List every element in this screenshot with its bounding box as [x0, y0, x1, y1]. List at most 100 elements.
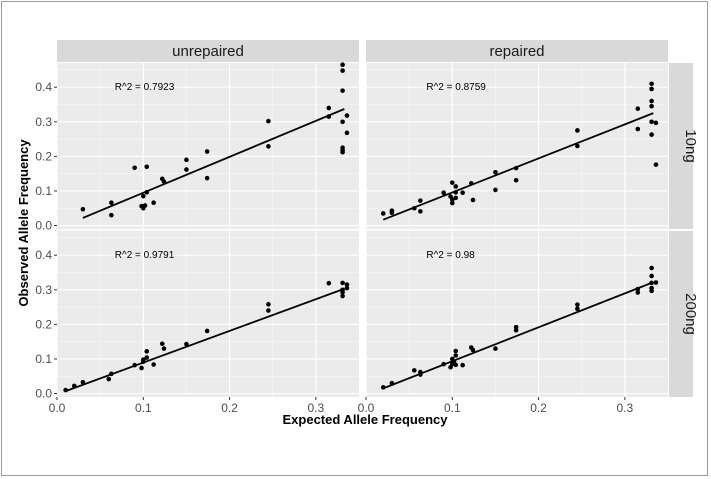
data-point — [649, 273, 654, 279]
x-tick-label: 0.2 — [530, 401, 547, 415]
data-point — [340, 149, 345, 155]
data-point — [140, 357, 146, 362]
data-point — [453, 362, 459, 368]
data-point — [326, 114, 332, 119]
data-point — [649, 288, 654, 294]
data-point — [340, 289, 345, 295]
y-tick-label: 0.0 — [35, 387, 52, 401]
x-tick-label: 0.1 — [135, 401, 152, 415]
data-point — [266, 144, 271, 149]
x-tick-label: 0.0 — [358, 401, 375, 415]
data-point — [635, 290, 641, 295]
data-point — [468, 181, 474, 186]
data-point — [653, 120, 659, 126]
x-tick-label: 0.3 — [617, 401, 634, 415]
data-point — [418, 198, 423, 203]
data-point — [412, 368, 417, 373]
regression-line — [382, 281, 654, 390]
facet-strip-unrepaired — [57, 40, 359, 62]
data-point — [340, 68, 345, 73]
data-point — [453, 184, 459, 189]
data-point — [204, 149, 210, 154]
y-axis-title: Observed Allele Frequency — [16, 139, 31, 307]
data-point — [344, 285, 350, 291]
data-point — [649, 265, 654, 271]
panel-background — [366, 231, 668, 397]
r2-annotation: R^2 = 0.9791 — [115, 250, 175, 261]
x-tick-label: 0.0 — [49, 401, 66, 415]
data-point — [513, 165, 519, 171]
facet-strip-label: 10ng — [682, 129, 699, 162]
data-point — [649, 103, 654, 109]
data-point — [453, 195, 459, 201]
data-point — [80, 206, 86, 212]
data-point — [106, 376, 112, 382]
data-point — [109, 371, 114, 377]
data-point — [344, 113, 350, 118]
data-point — [493, 346, 498, 351]
data-point — [649, 81, 654, 87]
data-point — [649, 132, 654, 137]
data-point — [340, 293, 345, 299]
regression-line — [82, 108, 345, 219]
data-point — [144, 164, 150, 170]
data-point — [418, 209, 423, 214]
facet-strip-repaired — [366, 40, 668, 62]
facet-strip-label: unrepaired — [172, 43, 244, 60]
data-point — [653, 162, 659, 167]
data-point — [144, 190, 150, 195]
facet-strip-200ng — [669, 231, 693, 397]
data-point — [635, 126, 641, 132]
data-point — [144, 355, 150, 360]
data-point — [159, 341, 165, 347]
y-tick-label: 0.1 — [35, 352, 52, 366]
data-point — [142, 203, 148, 208]
data-point — [470, 347, 476, 353]
data-point — [418, 369, 423, 375]
data-point — [635, 286, 641, 292]
data-point — [575, 306, 580, 312]
data-point — [161, 346, 167, 351]
y-tick-label: 0.3 — [35, 115, 52, 129]
data-point — [144, 349, 150, 354]
r2-annotation: R^2 = 0.98 — [426, 250, 475, 261]
data-point — [63, 387, 68, 393]
data-point — [151, 362, 156, 367]
x-tick-label: 0.3 — [308, 401, 325, 415]
data-point — [389, 380, 395, 386]
data-point — [449, 197, 455, 202]
data-point — [184, 341, 189, 347]
data-point — [132, 165, 137, 171]
data-point — [380, 385, 386, 390]
x-axis-title: Expected Allele Frequency — [283, 412, 449, 427]
y-tick-label: 0.2 — [35, 317, 52, 331]
data-point — [649, 98, 654, 104]
facet-strip-label: repaired — [489, 43, 544, 60]
regression-line — [382, 112, 654, 221]
data-point — [470, 197, 476, 203]
data-point — [109, 212, 114, 218]
data-point — [184, 157, 189, 163]
data-point — [575, 143, 580, 149]
data-point — [344, 282, 350, 287]
data-point — [493, 187, 498, 193]
data-point — [460, 190, 465, 195]
data-point — [449, 200, 455, 206]
data-point — [493, 169, 498, 175]
data-point — [653, 280, 659, 285]
data-point — [204, 175, 210, 181]
data-point — [380, 211, 386, 216]
data-point — [453, 348, 459, 354]
facet-strip-10ng — [669, 63, 693, 229]
data-point — [449, 180, 455, 185]
y-tick-label: 0.4 — [35, 248, 52, 262]
data-point — [340, 119, 345, 125]
data-point — [109, 200, 114, 206]
data-point — [266, 302, 271, 307]
panel-background — [57, 231, 359, 397]
data-point — [460, 362, 465, 368]
data-point — [161, 179, 167, 184]
y-tick-label: 0.3 — [35, 283, 52, 297]
data-point — [184, 167, 189, 172]
data-point — [340, 62, 345, 68]
